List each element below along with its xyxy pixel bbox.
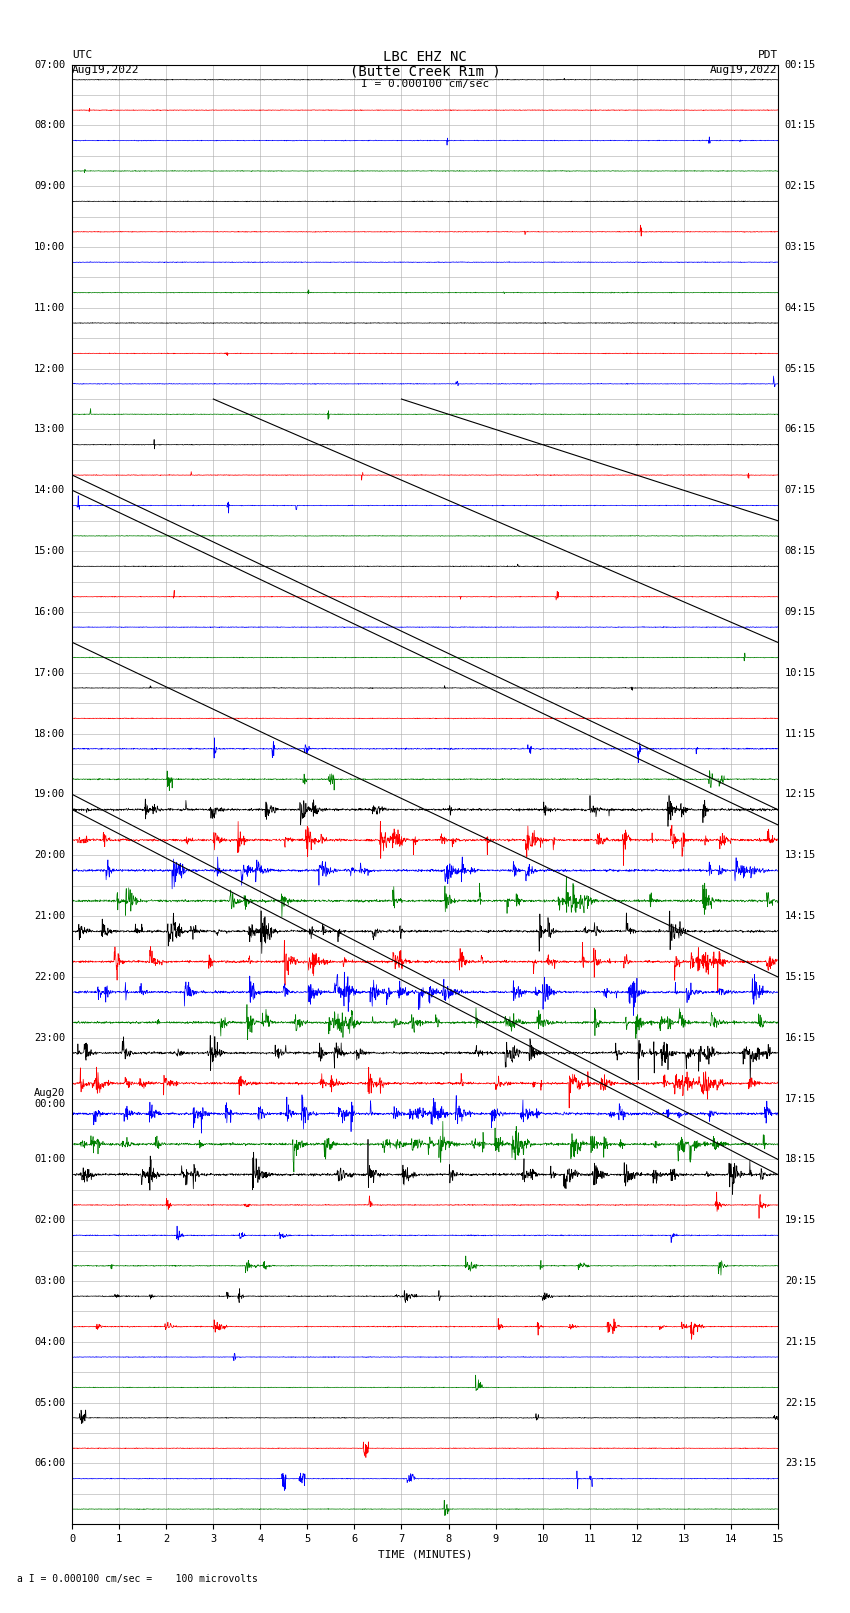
- Text: 18:00: 18:00: [34, 729, 65, 739]
- Text: 03:15: 03:15: [785, 242, 816, 252]
- Text: 16:15: 16:15: [785, 1032, 816, 1042]
- Text: 20:15: 20:15: [785, 1276, 816, 1286]
- Text: 17:15: 17:15: [785, 1094, 816, 1103]
- Text: PDT: PDT: [757, 50, 778, 60]
- Text: 07:15: 07:15: [785, 486, 816, 495]
- Text: 21:15: 21:15: [785, 1337, 816, 1347]
- Text: Aug20
00:00: Aug20 00:00: [34, 1087, 65, 1110]
- Text: 17:00: 17:00: [34, 668, 65, 677]
- Text: 09:00: 09:00: [34, 181, 65, 192]
- Text: 05:15: 05:15: [785, 363, 816, 374]
- Text: 18:15: 18:15: [785, 1155, 816, 1165]
- Text: UTC: UTC: [72, 50, 93, 60]
- Text: 20:00: 20:00: [34, 850, 65, 860]
- Text: 08:00: 08:00: [34, 121, 65, 131]
- Text: 00:15: 00:15: [785, 60, 816, 69]
- Text: 07:00: 07:00: [34, 60, 65, 69]
- Text: 02:15: 02:15: [785, 181, 816, 192]
- Text: (Butte Creek Rim ): (Butte Creek Rim ): [349, 65, 501, 79]
- Text: 10:15: 10:15: [785, 668, 816, 677]
- Text: 21:00: 21:00: [34, 911, 65, 921]
- Text: 12:00: 12:00: [34, 363, 65, 374]
- Text: 16:00: 16:00: [34, 606, 65, 616]
- Text: 23:15: 23:15: [785, 1458, 816, 1468]
- Text: 15:15: 15:15: [785, 973, 816, 982]
- Text: 09:15: 09:15: [785, 606, 816, 616]
- Text: 01:15: 01:15: [785, 121, 816, 131]
- Text: 13:00: 13:00: [34, 424, 65, 434]
- Text: 12:15: 12:15: [785, 789, 816, 800]
- Text: 22:15: 22:15: [785, 1397, 816, 1408]
- Text: 14:15: 14:15: [785, 911, 816, 921]
- Text: 19:00: 19:00: [34, 789, 65, 800]
- Text: I = 0.000100 cm/sec: I = 0.000100 cm/sec: [361, 79, 489, 89]
- Text: 15:00: 15:00: [34, 547, 65, 556]
- Text: 04:15: 04:15: [785, 303, 816, 313]
- Text: LBC EHZ NC: LBC EHZ NC: [383, 50, 467, 65]
- Text: 10:00: 10:00: [34, 242, 65, 252]
- Text: 03:00: 03:00: [34, 1276, 65, 1286]
- Text: 08:15: 08:15: [785, 547, 816, 556]
- Text: 13:15: 13:15: [785, 850, 816, 860]
- Text: 11:15: 11:15: [785, 729, 816, 739]
- Text: a I = 0.000100 cm/sec =    100 microvolts: a I = 0.000100 cm/sec = 100 microvolts: [17, 1574, 258, 1584]
- Text: 14:00: 14:00: [34, 486, 65, 495]
- Text: 01:00: 01:00: [34, 1155, 65, 1165]
- X-axis label: TIME (MINUTES): TIME (MINUTES): [377, 1550, 473, 1560]
- Text: 06:15: 06:15: [785, 424, 816, 434]
- Text: Aug19,2022: Aug19,2022: [72, 65, 139, 74]
- Text: 22:00: 22:00: [34, 973, 65, 982]
- Text: 05:00: 05:00: [34, 1397, 65, 1408]
- Text: Aug19,2022: Aug19,2022: [711, 65, 778, 74]
- Text: 11:00: 11:00: [34, 303, 65, 313]
- Text: 02:00: 02:00: [34, 1215, 65, 1226]
- Text: 23:00: 23:00: [34, 1032, 65, 1042]
- Text: 06:00: 06:00: [34, 1458, 65, 1468]
- Text: 19:15: 19:15: [785, 1215, 816, 1226]
- Text: 04:00: 04:00: [34, 1337, 65, 1347]
